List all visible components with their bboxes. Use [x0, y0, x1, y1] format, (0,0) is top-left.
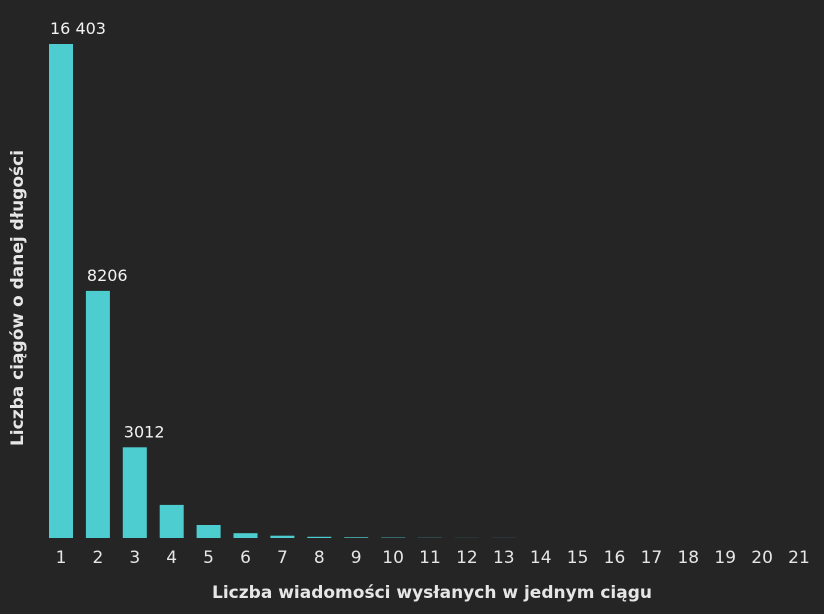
- x-tick-label-9: 9: [351, 548, 362, 568]
- x-axis-label: Liczba wiadomości wysłanych w jednym cią…: [212, 583, 652, 603]
- data-label-3: 3012: [124, 422, 165, 441]
- x-tick-label-6: 6: [240, 548, 251, 568]
- x-tick-labels-group: 1 2 3 4 5 6 7 8 9 10 11 12 13 14 15 16 17 18 19 20 21: [56, 548, 810, 568]
- x-tick-label-19: 19: [714, 548, 736, 568]
- bar-7: [270, 535, 295, 538]
- data-labels-group: 16 403 8206 3012: [50, 19, 165, 441]
- data-label-1: 16 403: [50, 19, 106, 38]
- x-tick-label-7: 7: [277, 548, 288, 568]
- x-tick-label-17: 17: [641, 548, 663, 568]
- x-tick-label-16: 16: [604, 548, 626, 568]
- x-tick-label-3: 3: [129, 548, 140, 568]
- bar-9: [344, 537, 369, 538]
- x-tick-label-8: 8: [314, 548, 325, 568]
- bar-2: [85, 290, 110, 538]
- bar-4: [159, 504, 184, 538]
- y-axis-label: Liczba ciągów o danej długości: [8, 150, 28, 446]
- x-tick-label-4: 4: [166, 548, 177, 568]
- bar-5: [196, 525, 221, 538]
- x-tick-label-11: 11: [419, 548, 441, 568]
- bar-1: [49, 44, 73, 538]
- x-tick-label-15: 15: [567, 548, 589, 568]
- bars-group: [49, 44, 516, 538]
- bar-8: [307, 536, 332, 538]
- bar-6: [233, 533, 258, 538]
- x-tick-label-12: 12: [456, 548, 478, 568]
- x-tick-label-13: 13: [493, 548, 515, 568]
- x-tick-label-2: 2: [92, 548, 103, 568]
- x-tick-label-10: 10: [382, 548, 404, 568]
- x-tick-label-21: 21: [788, 548, 810, 568]
- x-tick-label-5: 5: [203, 548, 214, 568]
- x-tick-label-1: 1: [56, 548, 67, 568]
- x-tick-label-20: 20: [751, 548, 773, 568]
- x-tick-label-14: 14: [530, 548, 552, 568]
- data-label-2: 8206: [87, 266, 128, 285]
- bar-3: [122, 447, 147, 538]
- x-tick-label-18: 18: [677, 548, 699, 568]
